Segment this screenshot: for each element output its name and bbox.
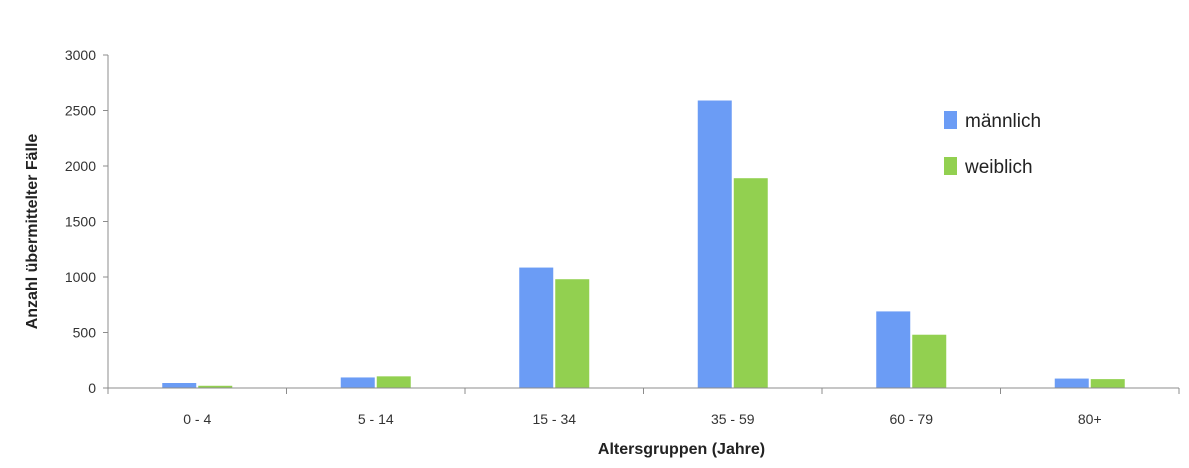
bar-weiblich bbox=[1091, 379, 1125, 388]
bar-maennlich bbox=[162, 383, 196, 388]
y-axis-title: Anzahl übermittelter Fälle bbox=[24, 134, 41, 330]
x-tick-label: 0 - 4 bbox=[183, 411, 211, 427]
y-tick-label: 1500 bbox=[65, 214, 96, 230]
x-tick-label: 60 - 79 bbox=[889, 411, 933, 427]
legend: männlich weiblich bbox=[944, 111, 1041, 178]
bar-maennlich bbox=[341, 377, 375, 388]
bar-weiblich bbox=[912, 335, 946, 388]
y-tick-label: 1000 bbox=[65, 269, 96, 285]
y-tick-label: 3000 bbox=[65, 47, 96, 63]
y-tick-label: 2000 bbox=[65, 158, 96, 174]
x-tick-label: 15 - 34 bbox=[532, 411, 576, 427]
legend-swatch-weiblich bbox=[944, 157, 957, 175]
y-tick-label: 2500 bbox=[65, 103, 96, 119]
x-tick-label: 5 - 14 bbox=[358, 411, 394, 427]
bar-maennlich bbox=[1055, 379, 1089, 388]
y-tick-label: 0 bbox=[88, 380, 96, 396]
legend-label-maennlich: männlich bbox=[965, 111, 1041, 132]
bar-weiblich bbox=[555, 279, 589, 388]
y-tick-label: 500 bbox=[73, 325, 97, 341]
x-axis-title: Altersgruppen (Jahre) bbox=[598, 441, 765, 458]
bar-maennlich bbox=[519, 268, 553, 388]
x-axis-ticks: 0 - 4 5 - 14 15 - 34 35 - 59 60 - 79 80+ bbox=[108, 388, 1179, 427]
bars-group bbox=[162, 101, 1125, 388]
bar-weiblich bbox=[734, 178, 768, 388]
y-axis-ticks: 0 500 1000 1500 2000 2500 3000 bbox=[65, 47, 108, 396]
bar-weiblich bbox=[377, 376, 411, 388]
x-tick-label: 35 - 59 bbox=[711, 411, 755, 427]
legend-swatch-maennlich bbox=[944, 111, 957, 129]
legend-label-weiblich: weiblich bbox=[964, 157, 1033, 178]
bar-maennlich bbox=[876, 311, 910, 388]
x-tick-label: 80+ bbox=[1078, 411, 1102, 427]
bar-maennlich bbox=[698, 101, 732, 388]
